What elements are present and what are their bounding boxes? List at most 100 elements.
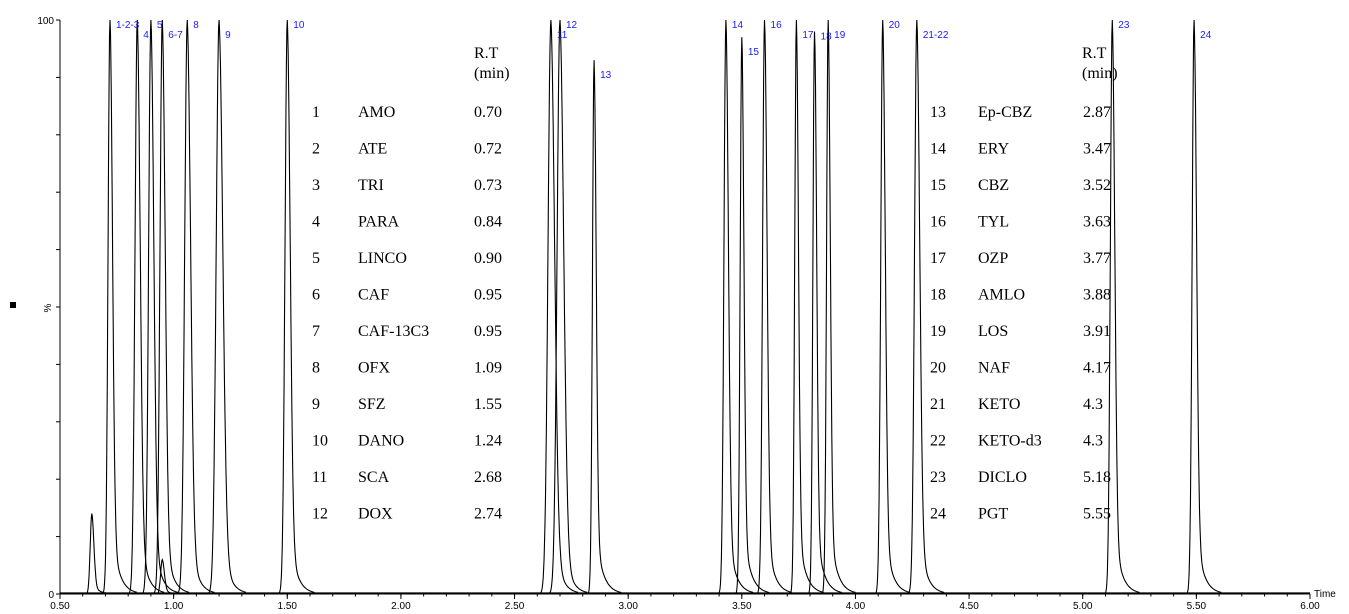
table-cell: 14: [930, 141, 946, 158]
table-cell: 15: [930, 177, 946, 194]
table-cell: ERY: [978, 141, 1010, 158]
peak-label: 8: [193, 20, 199, 31]
peak-trace: [206, 19, 247, 595]
peak-trace: [734, 37, 770, 595]
table-cell: 20: [930, 360, 946, 377]
peak-trace: [756, 19, 792, 595]
table-cell: OZP: [978, 250, 1008, 267]
peak-trace: [587, 60, 622, 595]
table-header: (min): [1082, 65, 1118, 82]
table-cell: 7: [312, 323, 320, 340]
table-cell: 4.3: [1083, 396, 1103, 413]
peak-trace: [152, 19, 190, 595]
peak-label: 10: [293, 20, 305, 31]
table-cell: 24: [930, 506, 946, 523]
peak-label: 6-7: [168, 30, 183, 41]
peak-label: 1-2-3: [116, 20, 140, 31]
table-cell: AMO: [358, 104, 395, 121]
peak-label: 23: [1118, 20, 1130, 31]
peak-label: 5: [157, 20, 163, 31]
table-cell: 11: [312, 469, 327, 486]
peak-label: 18: [821, 31, 833, 42]
table-cell: SCA: [358, 469, 390, 486]
peak-label: 19: [834, 30, 846, 41]
table-cell: SFZ: [358, 396, 386, 413]
table-cell: KETO: [978, 396, 1020, 413]
peak-trace: [807, 31, 843, 595]
x-axis-label: Time: [1314, 589, 1336, 600]
table-cell: 3.63: [1083, 214, 1111, 231]
x-tick-label: 4.50: [959, 601, 979, 612]
table-cell: 22: [930, 433, 946, 450]
table-header: (min): [474, 65, 510, 82]
table-cell: TRI: [358, 177, 384, 194]
table-cell: 0.72: [474, 141, 502, 158]
peak-trace: [1103, 19, 1140, 595]
minor-peak-trace: [85, 513, 115, 595]
table-cell: 1.09: [474, 360, 502, 377]
x-tick-label: 1.50: [278, 601, 298, 612]
table-cell: OFX: [358, 360, 390, 377]
table-cell: 5.18: [1083, 469, 1111, 486]
table-cell: 17: [930, 250, 946, 267]
y-tick-label: 100: [37, 16, 54, 27]
x-tick-label: 1.00: [164, 601, 184, 612]
table-cell: LOS: [978, 323, 1008, 340]
peak-trace: [127, 19, 165, 595]
table-cell: 0.84: [474, 214, 502, 231]
table-cell: 5.55: [1083, 506, 1111, 523]
table-cell: 2.68: [474, 469, 502, 486]
table-cell: 4.17: [1083, 360, 1111, 377]
table-cell: AMLO: [978, 287, 1025, 304]
table-cell: DICLO: [978, 469, 1027, 486]
peak-trace: [821, 19, 856, 595]
table-cell: DANO: [358, 433, 404, 450]
table-cell: 1.55: [474, 396, 502, 413]
peak-trace: [538, 19, 579, 595]
table-cell: LINCO: [358, 250, 407, 267]
table-cell: 23: [930, 469, 946, 486]
table-cell: 3.52: [1083, 177, 1111, 194]
x-tick-label: 2.50: [505, 601, 525, 612]
x-tick-label: 6.00: [1300, 601, 1320, 612]
table-cell: 0.95: [474, 323, 502, 340]
axes: % Time: [10, 20, 1336, 600]
peak-label: 12: [566, 20, 578, 31]
table-cell: CAF: [358, 287, 389, 304]
peak-label: 11: [557, 30, 568, 41]
peak-label: 24: [1200, 30, 1212, 41]
table-cell: 2.74: [474, 506, 502, 523]
table-cell: 0.73: [474, 177, 502, 194]
peak-label: 16: [771, 20, 783, 31]
peak-label: 4: [143, 30, 149, 41]
peak-label: 14: [732, 20, 744, 31]
table-cell: 3.77: [1083, 250, 1111, 267]
x-tick-label: 3.00: [618, 601, 638, 612]
peak-trace: [141, 19, 179, 595]
peak-trace: [101, 19, 137, 595]
peak-trace: [789, 19, 824, 595]
traces: [60, 19, 1310, 595]
table-cell: CAF-13C3: [358, 323, 429, 340]
table-cell: 9: [312, 396, 320, 413]
peak-label: 9: [225, 30, 231, 41]
x-tick-label: 0.50: [50, 601, 70, 612]
table-cell: CBZ: [978, 177, 1009, 194]
table-cell: 13: [930, 104, 946, 121]
table-cell: 0.95: [474, 287, 502, 304]
table-cell: 21: [930, 396, 946, 413]
table-cell: 10: [312, 433, 328, 450]
y-axis-marker: [10, 302, 16, 308]
table-cell: 1: [312, 104, 320, 121]
table-cell: 18: [930, 287, 946, 304]
table-cell: 3: [312, 177, 320, 194]
x-tick-label: 2.00: [391, 601, 411, 612]
table-cell: 16: [930, 214, 946, 231]
table-cell: 3.91: [1083, 323, 1111, 340]
x-tick-label: 3.50: [732, 601, 752, 612]
table-cell: NAF: [978, 360, 1010, 377]
peak-label: 15: [748, 47, 760, 58]
table-cell: KETO-d3: [978, 433, 1042, 450]
peak-trace: [176, 19, 215, 595]
